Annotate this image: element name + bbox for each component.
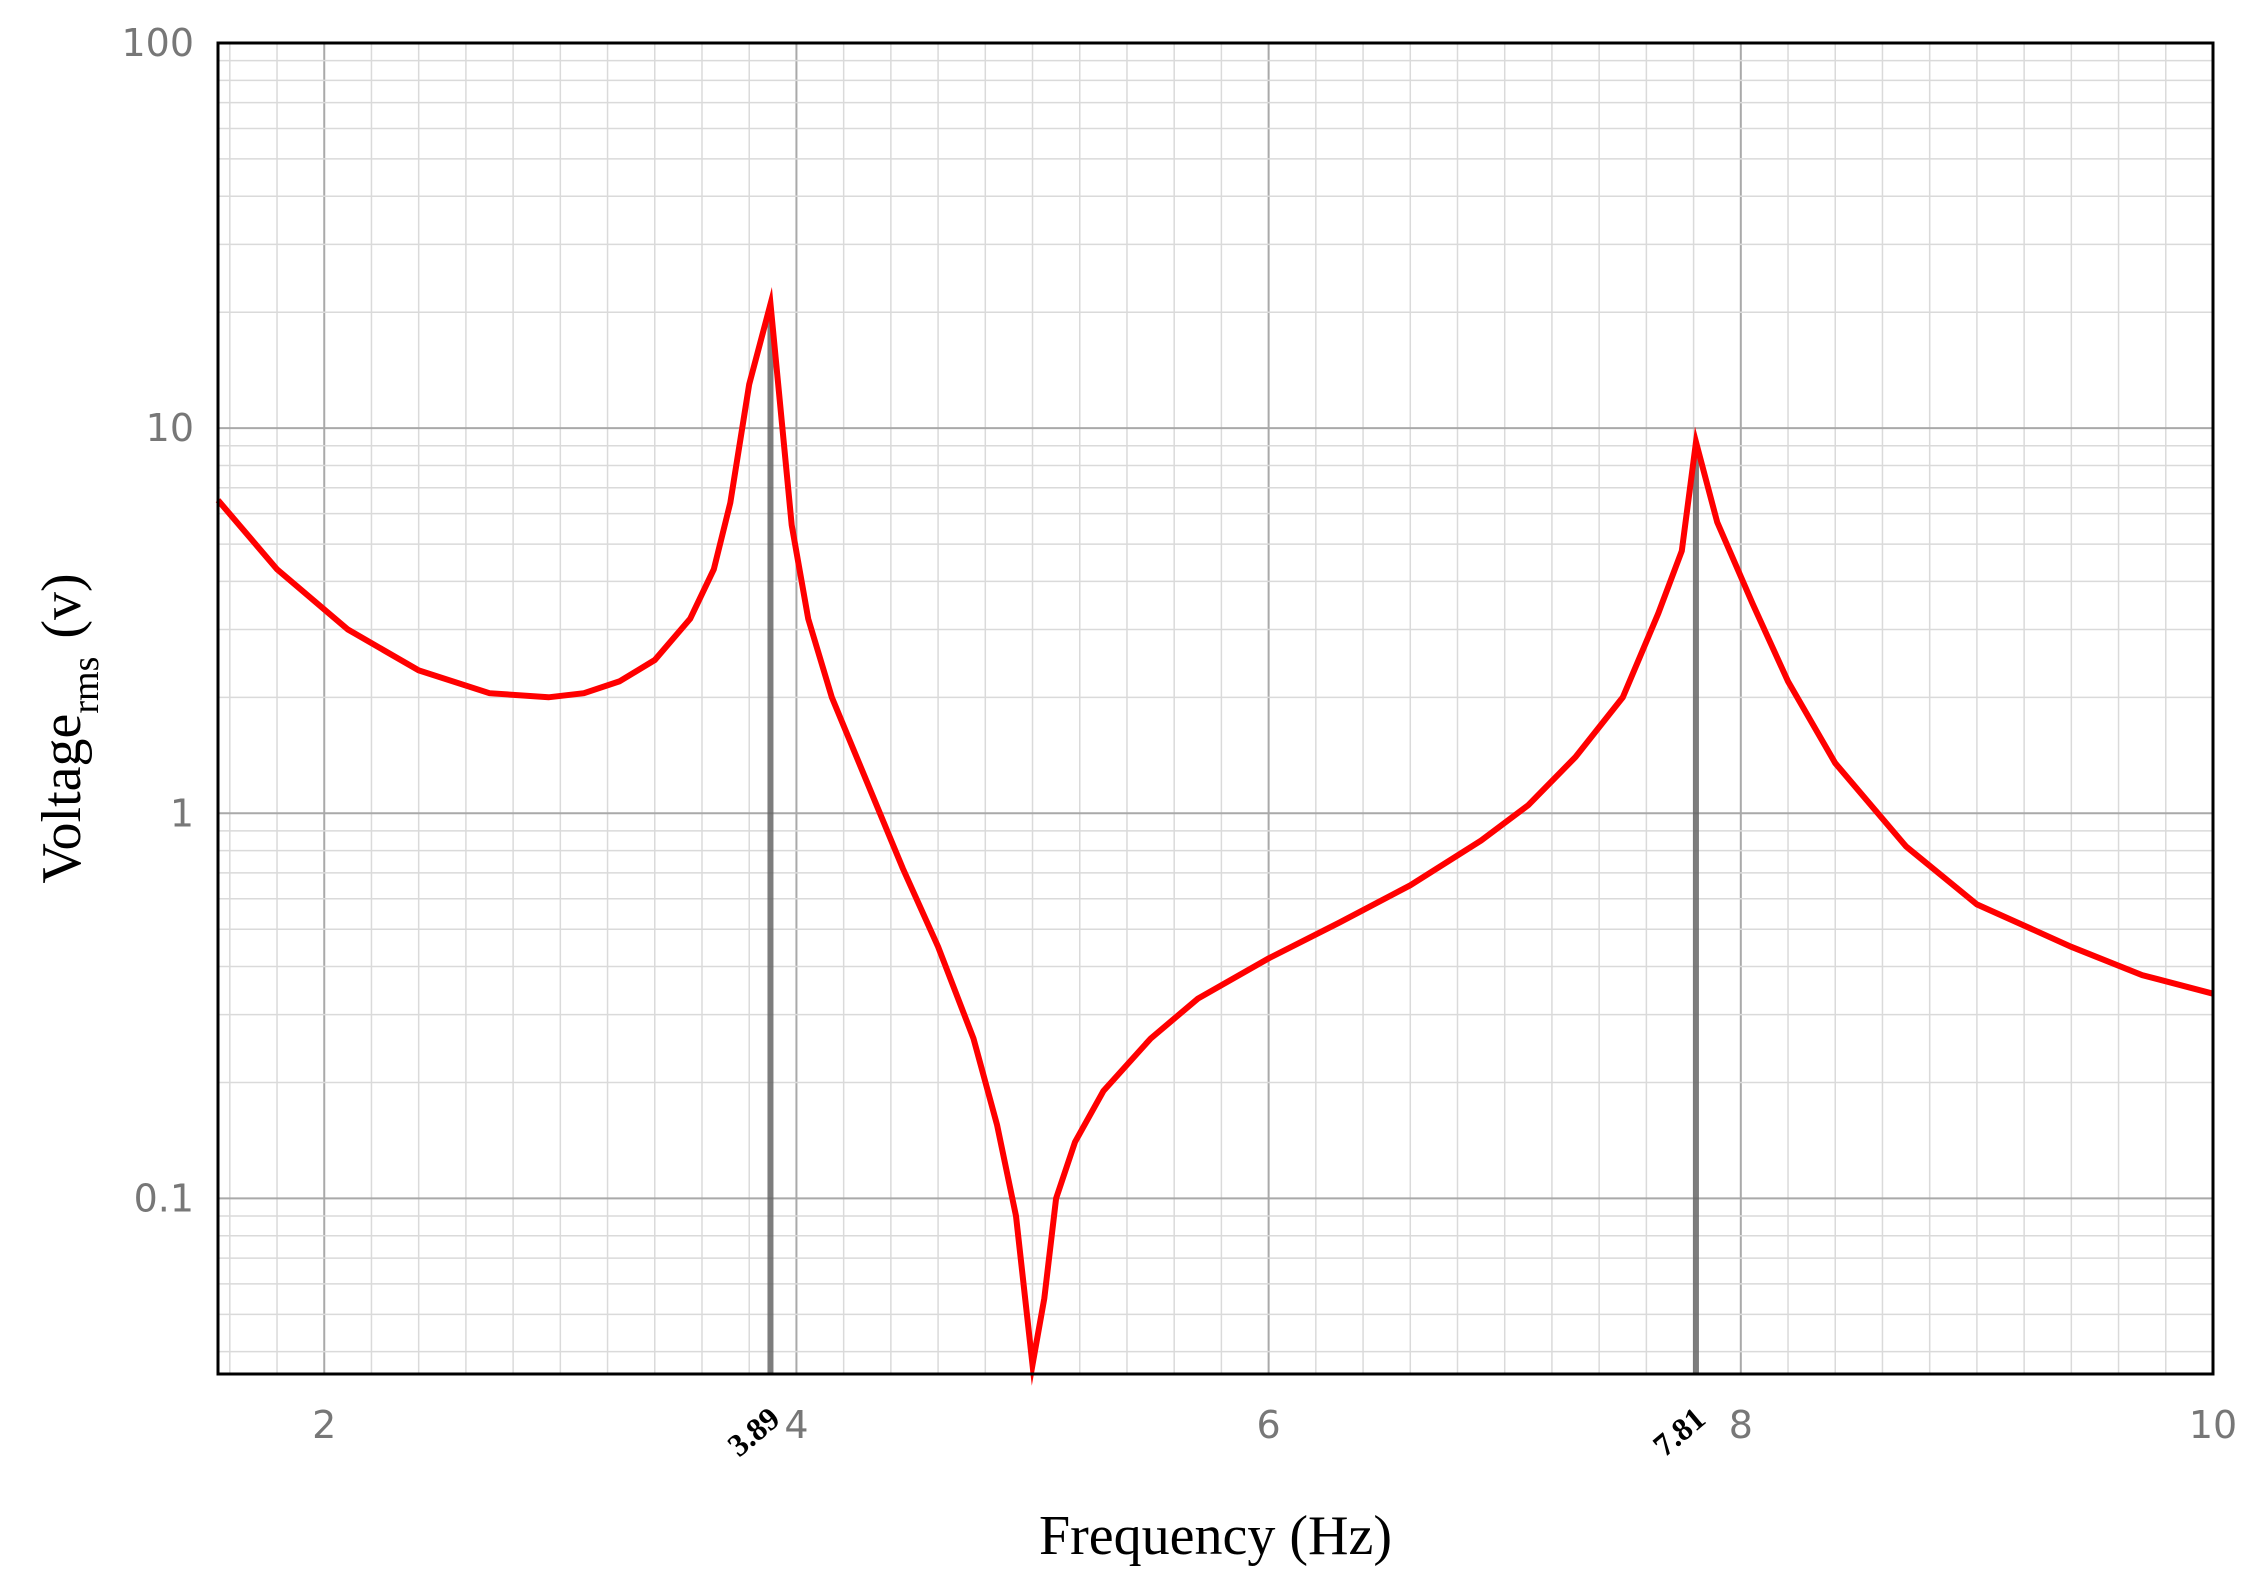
x-tick-label: 6 bbox=[1257, 1403, 1281, 1447]
y-tick-label: 0.1 bbox=[134, 1176, 194, 1220]
tick-labels: 2 4 6 8 10 0.1 1 10 100 3.89 7.81 bbox=[121, 21, 2237, 1463]
resonance-marker-label: 3.89 bbox=[720, 1400, 786, 1464]
y-tick-label: 1 bbox=[170, 791, 194, 835]
y-axis-title-subscript: rms bbox=[65, 657, 107, 714]
x-axis-title: Frequency (Hz) bbox=[1039, 1505, 1392, 1567]
y-axis-title: Voltagerms (v) bbox=[31, 573, 107, 883]
grid bbox=[218, 43, 2214, 1374]
y-axis-title-main: Voltage bbox=[31, 714, 93, 884]
y-tick-label: 100 bbox=[121, 21, 194, 65]
x-tick-label: 8 bbox=[1729, 1403, 1753, 1447]
x-tick-label: 2 bbox=[312, 1403, 336, 1447]
series-layer bbox=[215, 287, 2214, 1386]
x-tick-label: 4 bbox=[784, 1403, 808, 1447]
resonance-markers bbox=[767, 304, 1699, 1374]
y-tick-label: 10 bbox=[146, 406, 194, 450]
y-axis-title-unit: (v) bbox=[31, 573, 93, 638]
x-tick-label: 10 bbox=[2189, 1403, 2237, 1447]
voltage-series-line bbox=[215, 287, 2214, 1386]
resonance-marker-label: 7.81 bbox=[1646, 1400, 1712, 1464]
plot-frame bbox=[216, 41, 2215, 1376]
